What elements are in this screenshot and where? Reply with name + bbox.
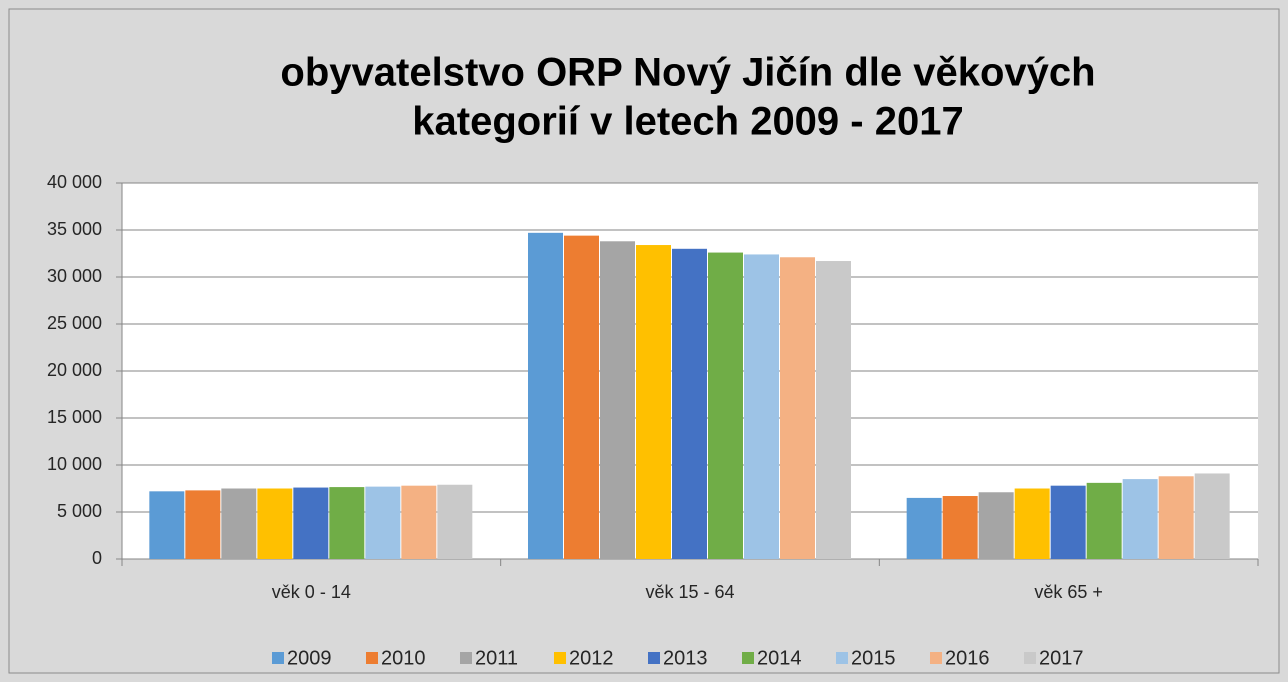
legend-label: 2015 (851, 647, 896, 669)
bar (149, 491, 185, 559)
bar (672, 248, 707, 560)
legend-swatch (836, 652, 848, 664)
bar (1194, 473, 1230, 559)
y-tick-label: 40 000 (47, 172, 102, 192)
chart-title: obyvatelstvo ORP Nový Jičín dle věkových (280, 51, 1095, 95)
legend-label: 2014 (757, 647, 802, 669)
bar (600, 241, 635, 559)
bar (1014, 488, 1050, 559)
chart-title: kategorií v letech 2009 - 2017 (412, 100, 963, 144)
bar (185, 490, 221, 559)
x-tick-label: věk 65 + (1034, 582, 1103, 602)
bar (221, 488, 257, 559)
bar (1158, 476, 1194, 559)
x-tick-label: věk 0 - 14 (272, 582, 351, 602)
y-tick-label: 15 000 (47, 407, 102, 427)
legend-label: 2009 (287, 647, 332, 669)
bar (564, 235, 599, 559)
bar (1050, 485, 1086, 559)
bar (744, 254, 779, 559)
bar (329, 487, 365, 559)
bar (780, 257, 815, 559)
y-tick-label: 5 000 (57, 501, 102, 521)
y-tick-label: 35 000 (47, 219, 102, 239)
bar (978, 492, 1014, 559)
legend-swatch (930, 652, 942, 664)
bar (1122, 479, 1158, 559)
legend-label: 2017 (1039, 647, 1084, 669)
y-tick-label: 25 000 (47, 313, 102, 333)
bar (365, 486, 401, 559)
legend-swatch (648, 652, 660, 664)
legend-swatch (272, 652, 284, 664)
y-tick-label: 30 000 (47, 266, 102, 286)
legend-swatch (742, 652, 754, 664)
bar (293, 487, 329, 559)
y-tick-label: 20 000 (47, 360, 102, 380)
legend-swatch (1024, 652, 1036, 664)
legend-swatch (554, 652, 566, 664)
legend-label: 2013 (663, 647, 708, 669)
bar (942, 496, 978, 559)
bar (636, 245, 671, 560)
y-tick-label: 10 000 (47, 454, 102, 474)
legend-label: 2012 (569, 647, 614, 669)
legend-swatch (460, 652, 472, 664)
bar (816, 261, 851, 559)
bar (437, 484, 473, 559)
bar (257, 488, 293, 559)
bar (708, 252, 743, 559)
y-tick-label: 0 (92, 548, 102, 568)
bar (1086, 482, 1122, 559)
legend-label: 2011 (475, 647, 518, 669)
legend-label: 2010 (381, 647, 426, 669)
bar (906, 497, 942, 559)
bar (401, 485, 437, 559)
x-tick-label: věk 15 - 64 (645, 582, 734, 602)
legend-label: 2016 (945, 647, 990, 669)
legend-swatch (366, 652, 378, 664)
bar (528, 232, 563, 559)
